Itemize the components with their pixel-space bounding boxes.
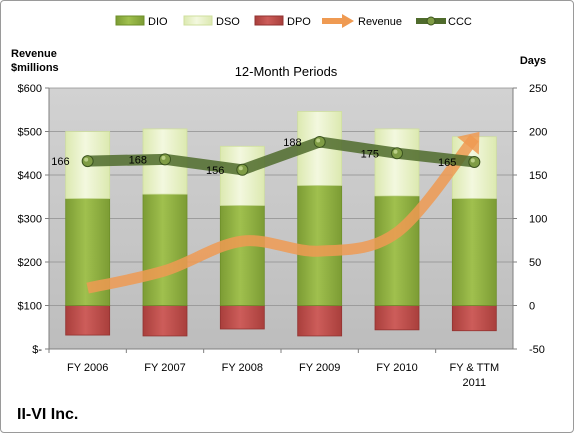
legend-label-dio: DIO (148, 16, 168, 28)
right-axis-tick-label: 150 (529, 170, 547, 182)
legend-label-dso: DSO (216, 16, 240, 28)
x-axis-tick-label: FY 2009 (299, 362, 340, 374)
ccc-marker-highlight (238, 166, 243, 171)
dpo-bar (65, 305, 111, 336)
left-axis-label-line1: Revenue (11, 48, 57, 60)
right-axis-label: Days (520, 55, 546, 67)
x-axis-tick-label: FY & TTM (449, 362, 499, 374)
x-axis-tick-label: FY 2006 (67, 362, 108, 374)
dpo-bar (374, 305, 420, 331)
ccc-data-label: 168 (129, 154, 147, 166)
dpo-bar (297, 305, 343, 337)
ccc-data-label: 188 (283, 137, 301, 149)
ccc-marker (391, 147, 403, 160)
legend: DIO DSO DPO Revenue CCC (115, 14, 472, 28)
dio-bar (219, 205, 265, 306)
x-axis-tick-label: FY 2008 (222, 362, 263, 374)
left-axis-tick-label: $300 (18, 214, 42, 226)
ccc-marker-highlight (84, 157, 89, 162)
left-axis-label-line2: $millions (11, 62, 59, 74)
legend-ccc-marker (426, 16, 436, 26)
chart-title: 12-Month Periods (235, 64, 338, 79)
legend-swatch-dio (115, 15, 145, 26)
right-axis-tick-label: 50 (529, 257, 541, 269)
left-axis-tick-label: $500 (18, 127, 42, 139)
company-name: II-VI Inc. (17, 406, 78, 423)
dso-bar (374, 128, 420, 197)
right-axis-tick-label: 200 (529, 127, 547, 139)
legend-label-revenue: Revenue (358, 16, 402, 28)
legend-swatch-dpo (254, 15, 284, 26)
dso-bar (219, 145, 265, 206)
dpo-bar (451, 305, 497, 332)
ccc-marker (468, 155, 481, 168)
ccc-data-label: 166 (51, 156, 69, 168)
ccc-line-series: 166 168 156 188 175 165 (51, 135, 481, 177)
revenue-arrow-series (86, 131, 480, 294)
dio-bar (142, 193, 188, 306)
ccc-marker-highlight (316, 138, 321, 143)
x-axis-tick-label: FY 2010 (376, 362, 417, 374)
ccc-data-label: 156 (206, 165, 224, 177)
bar-marks (65, 111, 497, 337)
right-axis-tick-label: 250 (529, 83, 547, 95)
left-axis-tick-label: $400 (18, 170, 42, 182)
left-axis-tick-label: $200 (18, 257, 42, 269)
revenue-line (86, 134, 479, 294)
ccc-data-label: 175 (361, 148, 379, 160)
dio-bar (451, 198, 497, 306)
ccc-marker (81, 155, 94, 168)
legend-swatch-dso (183, 15, 213, 26)
ccc-marker (313, 135, 326, 148)
legend-revenue-arrowhead (342, 14, 354, 28)
revenue-arrowhead (457, 131, 480, 155)
left-axis-tick-label: $600 (18, 83, 42, 95)
right-axis-tick-label: -50 (529, 344, 545, 356)
ccc-marker (236, 163, 249, 176)
dpo-bar (219, 305, 265, 330)
x-axis-tick-label: 2011 (463, 377, 487, 389)
right-axis-tick-label: 0 (529, 301, 535, 313)
legend-label-dpo: DPO (287, 16, 311, 28)
legend-label-ccc: CCC (448, 16, 472, 28)
dpo-bar (142, 305, 188, 337)
axes: $- $100 $200 $300 $400 $500 $600 -50 0 50 100 150 20… (18, 83, 548, 389)
gridlines (49, 87, 513, 306)
ccc-marker-highlight (393, 149, 398, 154)
ccc-marker-highlight (161, 155, 166, 160)
right-axis-tick-label: 100 (529, 214, 547, 226)
left-axis-tick-label: $100 (18, 301, 42, 313)
ccc-marker (159, 153, 171, 166)
x-axis-tick-label: FY 2007 (144, 362, 185, 374)
ccc-marker-highlight (470, 158, 475, 163)
ccc-line (82, 136, 480, 176)
ccc-data-label: 165 (438, 157, 456, 169)
left-axis-tick-label: $- (32, 344, 42, 356)
